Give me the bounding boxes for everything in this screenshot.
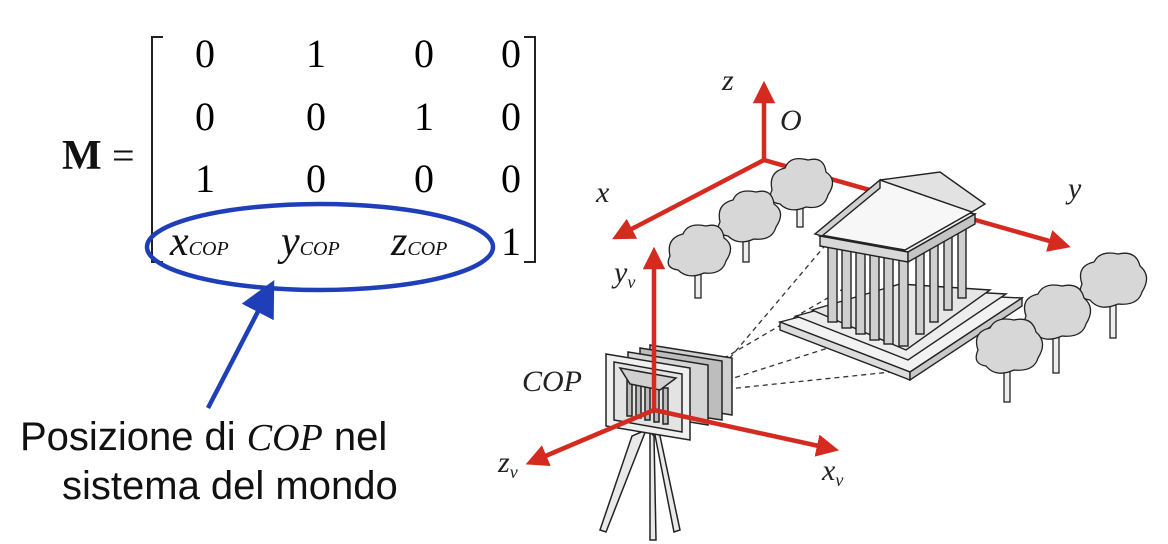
- matrix-cell: 1: [414, 94, 434, 139]
- matrix-cell: 0: [501, 156, 521, 201]
- world-y-label: y: [1068, 172, 1082, 205]
- trees-front-row: [975, 252, 1148, 403]
- cop-highlight-ellipse: [144, 201, 496, 293]
- matrix-cell: 0: [501, 94, 521, 139]
- equals-sign: =: [112, 133, 135, 178]
- tree-icon: [667, 224, 732, 299]
- temple-building: [777, 171, 1025, 382]
- world-z-label: z: [722, 64, 734, 97]
- matrix-cell: 0: [414, 31, 434, 76]
- world-x-label: x: [596, 176, 610, 209]
- tree-icon: [1079, 252, 1148, 339]
- matrix-cell: 0: [414, 156, 434, 201]
- tree-icon: [717, 190, 782, 263]
- z-cop-term: zCOP: [391, 219, 448, 265]
- cop-label: COP: [522, 365, 582, 398]
- view-x-label: xv: [822, 454, 844, 490]
- matrix-cell: 1: [306, 31, 326, 76]
- world-origin-label: O: [780, 104, 802, 137]
- camera-tripod: [599, 427, 681, 541]
- view-axes: [525, 246, 839, 466]
- matrix-cell: 0: [306, 156, 326, 201]
- tree-icon: [769, 157, 834, 228]
- right-bracket: [524, 36, 536, 263]
- camera-icon: [605, 344, 733, 441]
- matrix-cell: 1: [501, 219, 521, 264]
- matrix-cell: 0: [195, 94, 215, 139]
- view-z-axis: [525, 407, 655, 466]
- world-x-axis: [612, 158, 766, 240]
- view-y-label: yv: [614, 256, 636, 292]
- matrix-cell: 0: [195, 31, 215, 76]
- matrix-cell: 1: [195, 156, 215, 201]
- matrix-cell: 0: [501, 31, 521, 76]
- matrix-cell: 0: [306, 94, 326, 139]
- view-z-label: zv: [498, 446, 518, 482]
- annotation-arrow: [206, 280, 275, 410]
- matrix-label: M: [62, 133, 102, 179]
- tree-icon: [975, 318, 1044, 403]
- caption-line-2: sistema del mondo: [62, 464, 398, 508]
- caption-line-1: Posizione di COP nel: [20, 415, 388, 459]
- trees-back-row: [667, 157, 834, 299]
- view-x-axis: [653, 407, 839, 457]
- y-cop-term: yCOP: [281, 219, 340, 265]
- x-cop-term: xCOP: [170, 219, 229, 265]
